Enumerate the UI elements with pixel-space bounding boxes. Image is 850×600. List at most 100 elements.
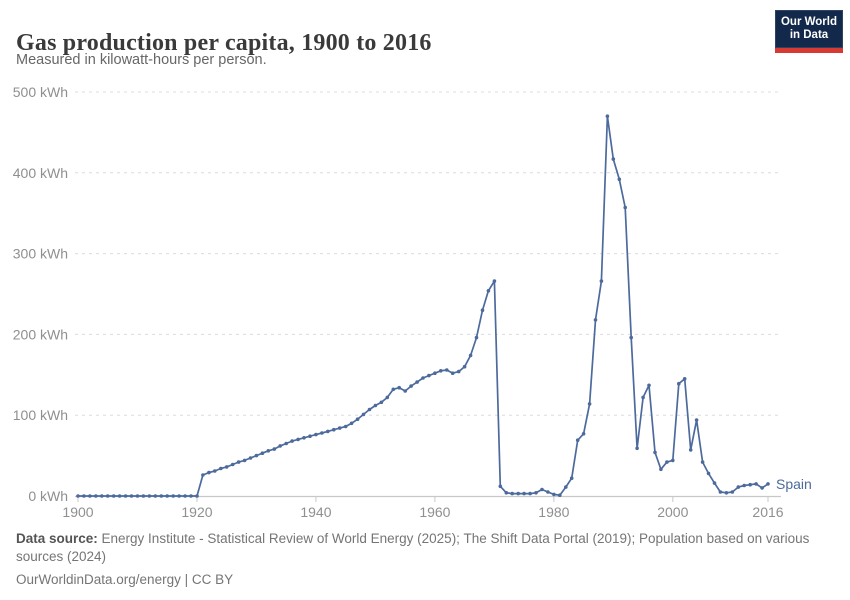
spain-data-point (468, 353, 473, 358)
spain-data-point (462, 364, 467, 369)
spain-data-point (165, 494, 169, 498)
spain-data-point (456, 369, 461, 374)
x-axis-label: 1980 (538, 504, 569, 520)
spain-data-point (766, 482, 770, 486)
x-axis-label: 1900 (62, 504, 93, 520)
spain-data-point (742, 483, 746, 488)
spain-data-point (605, 114, 610, 118)
spain-data-point (379, 400, 384, 405)
spain-data-point (147, 494, 152, 498)
spain-data-point (564, 485, 568, 489)
spain-data-point (284, 441, 289, 446)
spain-data-point (569, 476, 574, 481)
spain-data-point (153, 494, 158, 498)
spain-data-point (94, 494, 98, 498)
spain-data-point (665, 460, 669, 464)
spain-data-point (88, 494, 92, 498)
spain-data-point (682, 377, 687, 381)
spain-data-point (272, 447, 277, 451)
spain-data-point (623, 205, 627, 210)
spain-data-point (343, 424, 348, 429)
spain-data-point (332, 427, 336, 432)
spain-data-point (421, 376, 425, 380)
y-axis-label: 200 kWh (13, 326, 68, 342)
spain-data-point (522, 491, 526, 496)
spain-data-point (659, 467, 663, 472)
spain-data-point (302, 436, 306, 440)
spain-data-point (587, 402, 592, 406)
spain-data-point (754, 482, 758, 486)
y-axis-label: 400 kWh (13, 165, 68, 181)
spain-data-point (111, 494, 116, 498)
x-axis-label: 1920 (181, 504, 212, 520)
data-source-text: Energy Institute - Statistical Review of… (16, 531, 810, 565)
spain-data-point (748, 482, 752, 487)
spain-data-point (373, 403, 378, 408)
spain-data-point (700, 460, 705, 464)
spain-series-label[interactable]: Spain (776, 476, 812, 492)
spain-data-point (278, 444, 283, 448)
spain-data-point (528, 491, 532, 496)
spain-data-point (201, 473, 205, 477)
y-axis-label: 100 kWh (13, 407, 68, 423)
spain-data-point (433, 371, 437, 376)
spain-data-point (677, 381, 681, 386)
spain-data-point (415, 380, 419, 384)
spain-data-point (712, 481, 717, 485)
spain-data-point (694, 418, 699, 422)
spain-data-point (117, 494, 122, 498)
y-axis-label: 300 kWh (13, 246, 68, 262)
spain-data-point (760, 486, 764, 490)
license-line[interactable]: OurWorldinData.org/energy | CC BY (16, 572, 234, 588)
spain-data-point (266, 449, 271, 453)
spain-data-point (337, 426, 342, 430)
spain-data-point (230, 462, 235, 467)
spain-data-point (129, 494, 134, 498)
spain-data-point (105, 494, 110, 498)
spain-data-point (320, 431, 324, 435)
spain-data-point (480, 308, 485, 313)
spain-data-point (474, 335, 479, 340)
spain-data-point (296, 437, 300, 442)
spain-data-point (207, 470, 211, 475)
spain-data-point (159, 494, 164, 498)
spain-data-point (100, 494, 104, 498)
spain-data-point (730, 490, 735, 494)
spain-data-point (76, 494, 80, 498)
x-axis-label: 2016 (752, 504, 783, 520)
spain-data-point (355, 417, 360, 422)
spain-data-point (599, 279, 604, 283)
spain-data-point (611, 157, 616, 161)
spain-data-point (82, 494, 86, 498)
spain-data-point (653, 450, 657, 455)
spain-data-point (224, 465, 229, 469)
spain-data-point (349, 421, 354, 426)
spain-data-point (219, 466, 223, 471)
spain-data-point (688, 448, 693, 452)
data-source-label: Data source: (16, 531, 98, 546)
spain-data-point (290, 439, 294, 443)
spain-data-point (248, 456, 253, 460)
spain-data-point (504, 491, 509, 495)
spain-data-point (581, 432, 586, 436)
spain-data-point (183, 494, 187, 498)
spain-data-point (189, 494, 193, 498)
spain-data-point (260, 451, 265, 456)
spain-data-point (123, 494, 128, 498)
spain-data-point (439, 369, 443, 373)
spain-data-point (450, 371, 455, 376)
chart-subtitle: Measured in kilowatt-hours per person. (16, 52, 267, 68)
owid-logo[interactable]: Our World in Data (775, 10, 843, 53)
spain-data-point (671, 458, 675, 463)
spain-data-point (314, 432, 318, 437)
spain-data-point (213, 469, 217, 473)
x-axis-label: 1960 (419, 504, 450, 520)
spain-data-point (242, 458, 247, 463)
spain-data-point (195, 494, 199, 498)
spain-data-point (593, 318, 598, 322)
spain-data-point (647, 383, 651, 388)
data-source-line: Data source: Energy Institute - Statisti… (16, 530, 834, 566)
spain-data-point (326, 429, 330, 434)
spain-data-point (171, 494, 175, 498)
x-axis-label: 1940 (300, 504, 331, 520)
